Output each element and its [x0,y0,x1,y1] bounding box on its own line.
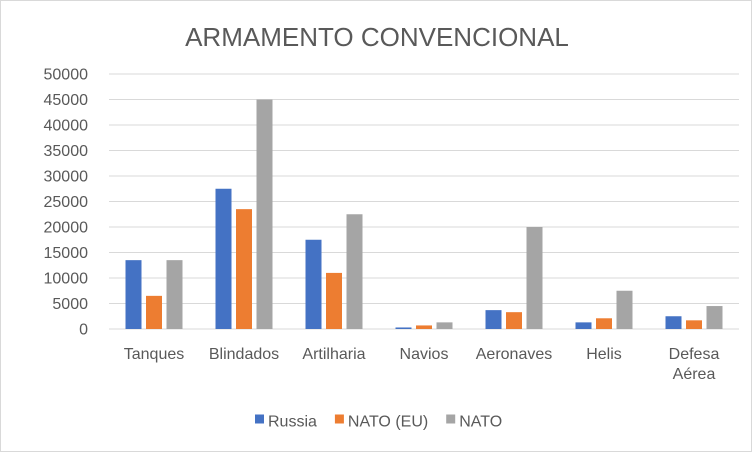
bar [526,227,543,329]
bar [506,312,522,329]
bar [395,327,412,329]
bar [665,316,682,329]
legend-swatch [446,414,456,424]
y-tick-label: 40000 [44,118,89,135]
bar [346,214,363,329]
bar [575,322,592,329]
y-tick-label: 25000 [44,194,89,211]
y-axis-ticks: 0 5000 10000 15000 20000 25000 30000 35000 40000… [44,67,89,339]
bar [326,272,342,329]
x-tick-label: Tanques [124,346,185,363]
bar [686,320,702,329]
y-tick-label: 10000 [44,271,89,288]
y-tick-label: 5000 [52,296,88,313]
x-tick-label: Navios [400,346,449,363]
x-tick-label: Blindados [209,346,279,363]
bar [305,239,322,329]
x-tick-label: Helis [586,346,622,363]
legend: Russia NATO (EU) NATO [255,414,502,431]
bar [256,99,273,329]
legend-label: NATO [459,414,502,431]
legend-swatch [334,414,344,424]
legend-swatch [255,414,264,424]
bar [706,306,723,329]
y-tick-label: 35000 [44,143,89,160]
x-axis-labels: Tanques Blindados Artilharia Navios Aeronave… [124,346,720,383]
x-tick-label: Defesa [669,346,720,363]
x-tick-label: Aeronaves [476,346,553,363]
bar [416,325,432,329]
legend-label: NATO (EU) [348,414,428,431]
bar [146,295,162,329]
y-tick-label: 0 [79,322,88,339]
chart-title: ARMAMENTO CONVENCIONAL [185,22,569,52]
bar [616,290,633,329]
y-tick-label: 30000 [44,169,89,186]
bar [215,188,232,329]
y-tick-label: 50000 [44,67,89,84]
bar [236,209,252,329]
y-tick-label: 15000 [44,245,89,262]
y-tick-label: 20000 [44,220,89,237]
bar [166,260,183,329]
bar [436,322,453,329]
legend-label: Russia [268,414,317,431]
y-tick-label: 45000 [44,92,89,109]
bar [125,260,142,329]
bar [485,310,502,329]
bar [596,318,612,329]
bars [125,99,723,329]
x-tick-label: Artilharia [302,346,365,363]
x-tick-label: Aérea [673,366,716,383]
gridlines [109,73,739,330]
